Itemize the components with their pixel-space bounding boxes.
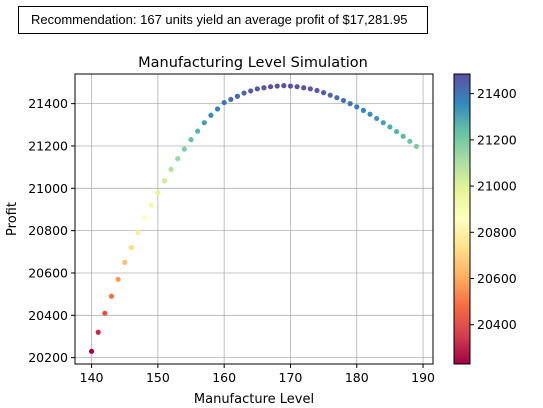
scatter-point bbox=[128, 244, 134, 251]
scatter-point bbox=[407, 138, 413, 144]
scatter-point bbox=[294, 84, 300, 90]
y-tick-label: 21400 bbox=[28, 96, 68, 111]
scatter-point bbox=[281, 83, 287, 89]
scatter-point bbox=[135, 230, 141, 236]
x-tick-label: 160 bbox=[212, 370, 236, 385]
y-axis-label: Profit bbox=[5, 202, 20, 236]
scatter-point bbox=[142, 215, 148, 221]
colorbar-tick-label: 21200 bbox=[477, 132, 517, 147]
colorbar-ticks: 20400 20600 20800 21000 21200 21400 bbox=[470, 86, 517, 332]
colorbar-tick-label: 20800 bbox=[477, 225, 517, 240]
scatter-point bbox=[115, 276, 121, 282]
scatter-point bbox=[102, 310, 108, 316]
scatter-point bbox=[148, 202, 154, 208]
scatter-point bbox=[274, 83, 280, 89]
scatter-point bbox=[367, 111, 373, 117]
x-axis-ticks: 140 150 160 170 180 190 bbox=[80, 364, 435, 385]
scatter-point bbox=[307, 86, 313, 92]
x-tick-label: 170 bbox=[279, 370, 303, 385]
colorbar-tick-label: 21400 bbox=[477, 86, 517, 101]
scatter-point bbox=[334, 95, 340, 101]
scatter-point bbox=[108, 293, 115, 299]
y-tick-label: 21000 bbox=[28, 181, 68, 196]
scatter-point bbox=[168, 166, 174, 172]
scatter-point bbox=[228, 96, 234, 103]
y-tick-label: 20800 bbox=[28, 223, 68, 238]
grid-lines bbox=[75, 74, 433, 364]
data-points bbox=[88, 83, 420, 354]
scatter-point bbox=[161, 178, 168, 184]
x-tick-label: 180 bbox=[345, 370, 369, 385]
scatter-point bbox=[301, 85, 307, 91]
scatter-point bbox=[387, 124, 393, 130]
scatter-point bbox=[380, 120, 386, 126]
x-tick-label: 140 bbox=[80, 370, 104, 385]
scatter-point bbox=[208, 112, 214, 118]
scatter-point bbox=[347, 101, 353, 107]
scatter-point bbox=[95, 329, 101, 335]
scatter-point bbox=[261, 85, 267, 91]
scatter-point bbox=[393, 128, 400, 135]
colorbar bbox=[453, 73, 471, 365]
scatter-point bbox=[400, 133, 406, 139]
y-tick-label: 20400 bbox=[28, 308, 68, 323]
scatter-point bbox=[241, 90, 247, 96]
scatter-point bbox=[267, 84, 274, 90]
scatter-point bbox=[314, 87, 320, 94]
plot-area-frame bbox=[74, 73, 434, 365]
chart-title: Manufacturing Level Simulation bbox=[138, 55, 368, 71]
y-axis-ticks: 20200 20400 20600 20800 21000 21200 21400 bbox=[28, 96, 75, 365]
scatter-point bbox=[413, 143, 420, 149]
scatter-point bbox=[374, 115, 380, 122]
scatter-point bbox=[155, 189, 161, 196]
scatter-point bbox=[248, 88, 254, 94]
recommendation-box: Recommendation: 167 units yield an avera… bbox=[18, 6, 428, 34]
recommendation-text: Recommendation: 167 units yield an avera… bbox=[31, 12, 408, 27]
colorbar-tick-label: 20400 bbox=[477, 317, 517, 332]
colorbar-tick-label: 20600 bbox=[477, 271, 517, 286]
scatter-point bbox=[221, 99, 227, 106]
scatter-point bbox=[287, 83, 294, 89]
scatter-point bbox=[188, 137, 194, 143]
y-tick-label: 20200 bbox=[28, 350, 68, 365]
scatter-point bbox=[214, 106, 221, 112]
scatter-point bbox=[201, 120, 207, 126]
scatter-point bbox=[234, 93, 241, 99]
x-axis-label: Manufacture Level bbox=[194, 392, 314, 407]
scatter-point bbox=[254, 86, 260, 92]
scatter-point bbox=[354, 104, 360, 110]
scatter-point bbox=[122, 259, 128, 265]
y-tick-label: 21200 bbox=[28, 138, 68, 153]
x-tick-label: 190 bbox=[411, 370, 435, 385]
x-tick-label: 150 bbox=[146, 370, 170, 385]
scatter-point bbox=[88, 348, 95, 354]
scatter-point bbox=[321, 90, 327, 96]
scatter-point bbox=[181, 146, 187, 152]
scatter-point bbox=[360, 107, 366, 114]
scatter-point bbox=[340, 97, 347, 104]
scatter-point bbox=[175, 156, 181, 162]
colorbar-tick-label: 21000 bbox=[477, 179, 517, 194]
scatter-point bbox=[195, 128, 201, 134]
y-tick-label: 20600 bbox=[28, 265, 68, 280]
scatter-point bbox=[327, 92, 333, 98]
